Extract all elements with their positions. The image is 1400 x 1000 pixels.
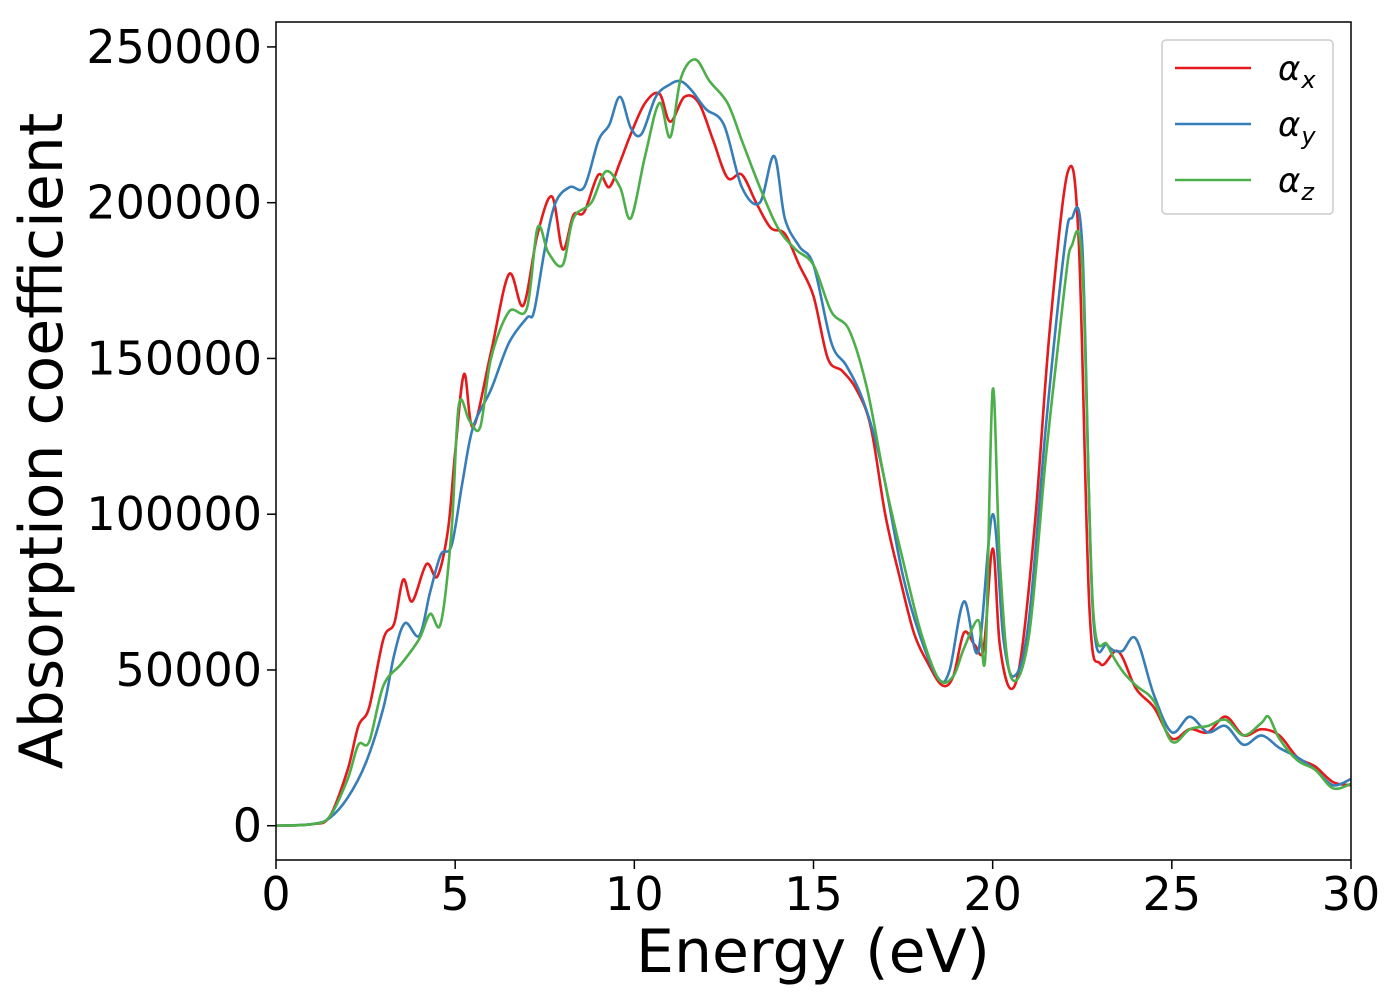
y-tick-label: 0 [233, 799, 262, 853]
legend: αx αy αz [1161, 39, 1334, 215]
series-line-z [276, 58, 1351, 827]
y-axis-title: Absorption coefficient [7, 113, 77, 770]
y-tick-label: 250000 [86, 20, 262, 74]
x-ticks: 0 5 10 15 20 25 30 [261, 860, 1380, 921]
y-tick-label: 50000 [116, 643, 262, 697]
y-tick-label: 200000 [86, 176, 262, 230]
legend-items: αx αy αz [1175, 49, 1316, 206]
x-tick-label: 30 [1322, 867, 1381, 921]
y-tick-label: 150000 [86, 331, 262, 385]
legend-box [1161, 39, 1334, 215]
x-tick-label: 15 [784, 867, 843, 921]
x-tick-label: 20 [963, 867, 1022, 921]
legend-label-x: αx [1278, 49, 1316, 94]
y-tick-label: 100000 [86, 487, 262, 541]
x-tick-label: 5 [441, 867, 470, 921]
x-tick-label: 25 [1143, 867, 1202, 921]
x-axis-title: Energy (eV) [636, 917, 990, 987]
x-tick-label: 10 [605, 867, 664, 921]
legend-label-z: αz [1278, 161, 1315, 206]
series-layer [276, 58, 1351, 827]
legend-label-y: αy [1278, 105, 1316, 150]
x-tick-label: 0 [261, 867, 290, 921]
y-ticks: 0 50000 100000 150000 200000 250000 [86, 20, 276, 853]
